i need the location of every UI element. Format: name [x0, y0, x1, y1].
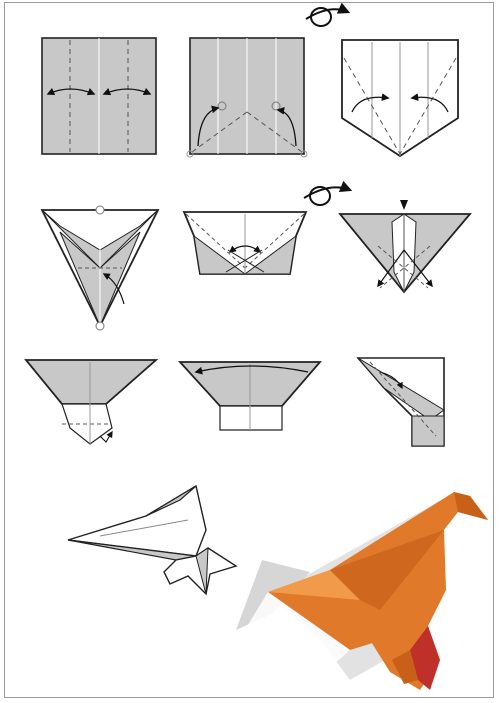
- fold-arrow-icon: [379, 371, 403, 390]
- flip-over-icon: [303, 180, 353, 206]
- fold-arrow-icon: [228, 245, 262, 253]
- step-4-kite-shape: [40, 205, 160, 331]
- step-9-folded-profile: [356, 357, 445, 447]
- step-2-corner-folds: [186, 37, 308, 158]
- step-3-folded-corners: [341, 39, 459, 158]
- fold-arrow-icon: [276, 106, 297, 147]
- sheet-border: [4, 2, 494, 698]
- fold-arrow-icon: [102, 273, 125, 305]
- fold-arrow-icon: [99, 430, 113, 443]
- step-1-vertical-creases: [41, 37, 157, 155]
- step-8-fold-in-half: [177, 361, 322, 431]
- fold-arrow-icon: [102, 87, 152, 96]
- step-6-valley-folds: [338, 200, 472, 294]
- fold-arrow-icon: [194, 365, 309, 375]
- fold-arrow-icon: [410, 93, 449, 113]
- fold-arrow-icon: [351, 93, 390, 113]
- step-5-tip-folded-up: [182, 211, 308, 275]
- fold-arrow-icon: [197, 105, 220, 147]
- flip-over-icon: [305, 2, 351, 27]
- finished-plane-line-art: [67, 484, 238, 596]
- step-7-wings-down: [24, 359, 159, 445]
- finished-plane-color-illustration: [236, 492, 488, 690]
- push-down-icon: [400, 200, 408, 210]
- fold-arrow-icon: [46, 87, 96, 96]
